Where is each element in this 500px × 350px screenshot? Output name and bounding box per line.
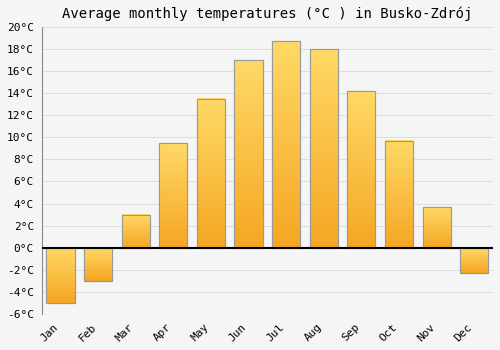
Bar: [159, 143, 188, 248]
Bar: [310, 49, 338, 248]
Bar: [422, 207, 450, 248]
Bar: [197, 99, 225, 248]
Bar: [310, 49, 338, 248]
Bar: [234, 60, 262, 248]
Bar: [385, 141, 413, 248]
Bar: [348, 91, 376, 248]
Bar: [272, 41, 300, 248]
Bar: [84, 248, 112, 281]
Bar: [460, 248, 488, 273]
Bar: [234, 60, 262, 248]
Bar: [122, 215, 150, 248]
Bar: [159, 143, 188, 248]
Bar: [46, 248, 74, 303]
Bar: [197, 99, 225, 248]
Title: Average monthly temperatures (°C ) in Busko-Zdrój: Average monthly temperatures (°C ) in Bu…: [62, 7, 472, 21]
Bar: [46, 248, 74, 303]
Bar: [122, 215, 150, 248]
Bar: [385, 141, 413, 248]
Bar: [272, 41, 300, 248]
Bar: [460, 248, 488, 273]
Bar: [422, 207, 450, 248]
Bar: [348, 91, 376, 248]
Bar: [84, 248, 112, 281]
